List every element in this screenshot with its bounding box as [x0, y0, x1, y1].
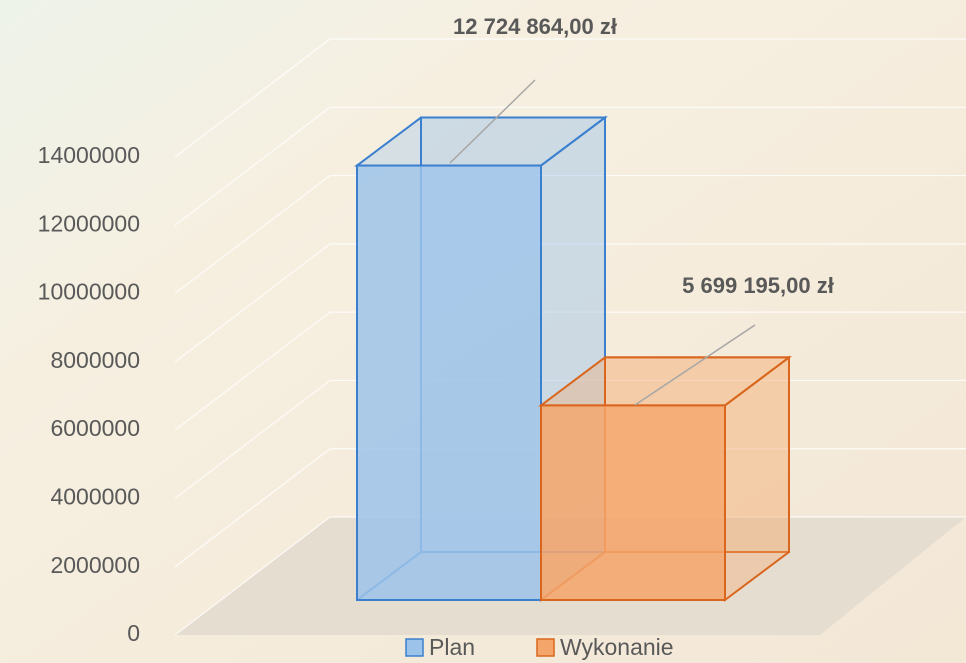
grid-line	[174, 106, 966, 226]
y-tick-label: 12000000	[38, 210, 140, 236]
bar	[540, 404, 726, 602]
leader-line	[634, 324, 756, 406]
bar	[356, 164, 542, 602]
y-tick-label: 2000000	[50, 552, 140, 578]
legend-label: Wykonanie	[560, 634, 674, 660]
grid-line	[174, 174, 966, 295]
grid-line	[174, 38, 966, 158]
grid-line	[174, 516, 966, 636]
legend-swatch	[536, 638, 555, 657]
y-tick-label: 6000000	[50, 415, 140, 441]
data-label: 5 699 195,00 zł	[682, 273, 834, 298]
grid-line	[174, 379, 966, 499]
data-label: 12 724 864,00 zł	[453, 14, 617, 39]
grid-line	[174, 243, 966, 363]
y-tick-label: 8000000	[50, 347, 140, 373]
y-tick-label: 14000000	[38, 142, 140, 168]
grid-line	[174, 448, 966, 568]
leader-line	[449, 79, 536, 164]
legend-label: Plan	[429, 634, 475, 660]
legend-swatch	[405, 638, 424, 657]
grid-line	[174, 311, 966, 431]
y-tick-label: 0	[127, 620, 140, 646]
y-tick-label: 4000000	[50, 484, 140, 510]
y-tick-label: 10000000	[38, 279, 140, 305]
